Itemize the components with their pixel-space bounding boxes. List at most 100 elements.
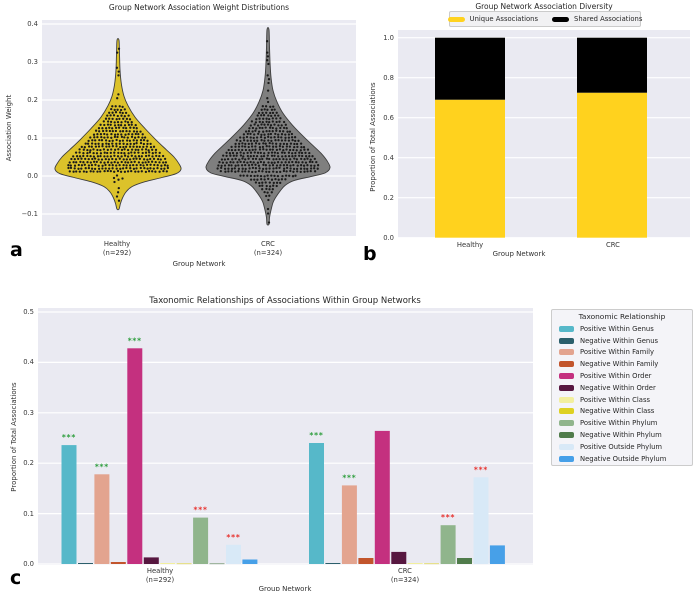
panel-c-legend-rows: Positive Within Genus Negative Within Gen… bbox=[552, 323, 692, 465]
tick-label: 0.2 bbox=[27, 96, 38, 104]
panel-b-ylabel: Proportion of Total Associations bbox=[369, 82, 377, 192]
bar bbox=[143, 557, 159, 564]
legend-label: Negative Outside Phylum bbox=[580, 454, 667, 463]
panel-a-category-crc: CRC bbox=[261, 240, 275, 248]
bar bbox=[473, 477, 489, 564]
panel-a-ylabel: Association Weight bbox=[5, 94, 13, 162]
legend-label: Negative Within Class bbox=[580, 407, 655, 416]
legend-item: Unique Associations bbox=[447, 15, 538, 23]
legend-item: Positive Outside Phylum bbox=[552, 441, 692, 453]
panel-c-xlabel: Group Network bbox=[258, 585, 312, 591]
bar bbox=[61, 445, 77, 564]
tick-label: 0.1 bbox=[27, 134, 38, 142]
tick-label: 0.8 bbox=[383, 73, 394, 82]
bar bbox=[94, 474, 110, 564]
bar bbox=[78, 563, 93, 564]
significance-annotation: *** bbox=[441, 513, 455, 522]
legend-swatch-icon bbox=[559, 337, 574, 344]
legend-label: Negative Within Phylum bbox=[580, 431, 662, 440]
panel-b-category-healthy: Healthy bbox=[456, 241, 484, 249]
significance-annotation: *** bbox=[128, 336, 142, 345]
legend-label: Negative Within Family bbox=[580, 360, 659, 369]
tick-label: 0.2 bbox=[23, 459, 34, 468]
panel-c-legend-title: Taxonomic Relationship bbox=[578, 312, 666, 321]
legend-label: Positive Within Genus bbox=[580, 324, 654, 333]
tick-label: 0.5 bbox=[23, 308, 34, 316]
stacked-bar-segment bbox=[435, 99, 505, 238]
significance-annotation: *** bbox=[342, 473, 356, 482]
tick-label: 0.0 bbox=[27, 172, 38, 180]
panel-a-category-healthy: Healthy bbox=[103, 240, 131, 248]
panel-b-xlabel: Group Network bbox=[492, 250, 546, 258]
legend-swatch-icon bbox=[552, 16, 570, 22]
bar bbox=[374, 430, 390, 564]
bar bbox=[309, 443, 324, 564]
grouped-bar-chart-svg: *** *** *** *** *** *** *** *** *** bbox=[38, 308, 533, 565]
significance-annotation: *** bbox=[62, 433, 76, 442]
legend-item: Positive Within Family bbox=[552, 347, 692, 359]
stacked-bar-segment bbox=[577, 37, 647, 93]
panel-letter-a: a bbox=[10, 239, 23, 261]
bar bbox=[176, 563, 192, 565]
legend-swatch-icon bbox=[559, 408, 574, 415]
panel-b-category-crc: CRC bbox=[606, 241, 620, 249]
legend-item: Negative Within Order bbox=[552, 382, 692, 394]
significance-annotation: *** bbox=[226, 533, 240, 542]
panel-c-title: Taxonomic Relationships of Associations … bbox=[149, 296, 421, 306]
bar bbox=[110, 562, 126, 564]
stacked-bar-chart-svg bbox=[398, 30, 690, 238]
panel-a-title: Group Network Association Weight Distrib… bbox=[108, 3, 290, 12]
legend-label: Shared Associations bbox=[574, 15, 643, 23]
panel-a-category-crc-n: (n=324) bbox=[253, 249, 283, 257]
legend-label: Positive Within Order bbox=[580, 372, 652, 381]
legend-swatch-icon bbox=[559, 361, 574, 368]
stacked-bar-segment bbox=[577, 92, 647, 238]
legend-item: Positive Within Order bbox=[552, 370, 692, 382]
tick-label: 0.4 bbox=[23, 358, 34, 367]
bar bbox=[193, 517, 209, 564]
panel-a-category-healthy-n: (n=292) bbox=[102, 249, 132, 257]
bar bbox=[226, 544, 241, 564]
tick-label: 0.3 bbox=[27, 58, 38, 66]
bar bbox=[358, 558, 374, 564]
bar bbox=[160, 563, 176, 564]
panel-c-category-healthy: Healthy bbox=[146, 567, 174, 575]
legend-swatch-icon bbox=[559, 325, 574, 332]
panel-b-title: Group Network Association Diversity bbox=[475, 2, 613, 11]
tick-label: 0.0 bbox=[383, 233, 394, 242]
bar bbox=[209, 563, 225, 565]
bar bbox=[341, 485, 357, 564]
legend-item: Positive Within Phylum bbox=[552, 417, 692, 429]
bar bbox=[489, 545, 505, 564]
legend-swatch-icon bbox=[447, 16, 465, 22]
legend-item: Negative Outside Phylum bbox=[552, 453, 692, 465]
panel-c-ylabel: Proportion of Total Associations bbox=[10, 382, 18, 492]
legend-label: Positive Within Class bbox=[580, 395, 651, 404]
legend-item: Negative Within Genus bbox=[552, 335, 692, 347]
tick-label: 0.3 bbox=[23, 408, 34, 417]
legend-swatch-icon bbox=[559, 384, 574, 391]
bar bbox=[127, 348, 143, 564]
tick-label: −0.1 bbox=[21, 210, 38, 218]
significance-annotation: *** bbox=[194, 506, 208, 515]
legend-swatch-icon bbox=[559, 455, 574, 462]
tick-label: 0.1 bbox=[23, 509, 34, 518]
legend-swatch-icon bbox=[559, 373, 574, 380]
tick-label: 0.6 bbox=[383, 113, 394, 122]
legend-label: Negative Within Order bbox=[580, 383, 656, 392]
panel-c-category-crc-n: (n=324) bbox=[390, 576, 420, 584]
legend-swatch-icon bbox=[559, 443, 574, 450]
tick-label: 0.2 bbox=[383, 193, 394, 202]
stacked-bar-segment bbox=[435, 37, 505, 100]
legend-label: Positive Outside Phylum bbox=[580, 442, 663, 451]
legend-swatch-icon bbox=[559, 432, 574, 439]
panel-letter-b: b bbox=[363, 243, 377, 265]
legend-item: Negative Within Phylum bbox=[552, 429, 692, 441]
tick-label: 0.0 bbox=[23, 560, 34, 568]
legend-item: Positive Within Class bbox=[552, 394, 692, 406]
panel-c-category-healthy-n: (n=292) bbox=[145, 576, 175, 584]
legend-swatch-icon bbox=[559, 420, 574, 427]
legend-swatch-icon bbox=[559, 349, 574, 356]
legend-item: Negative Within Class bbox=[552, 406, 692, 418]
panel-b-plot bbox=[398, 30, 690, 238]
